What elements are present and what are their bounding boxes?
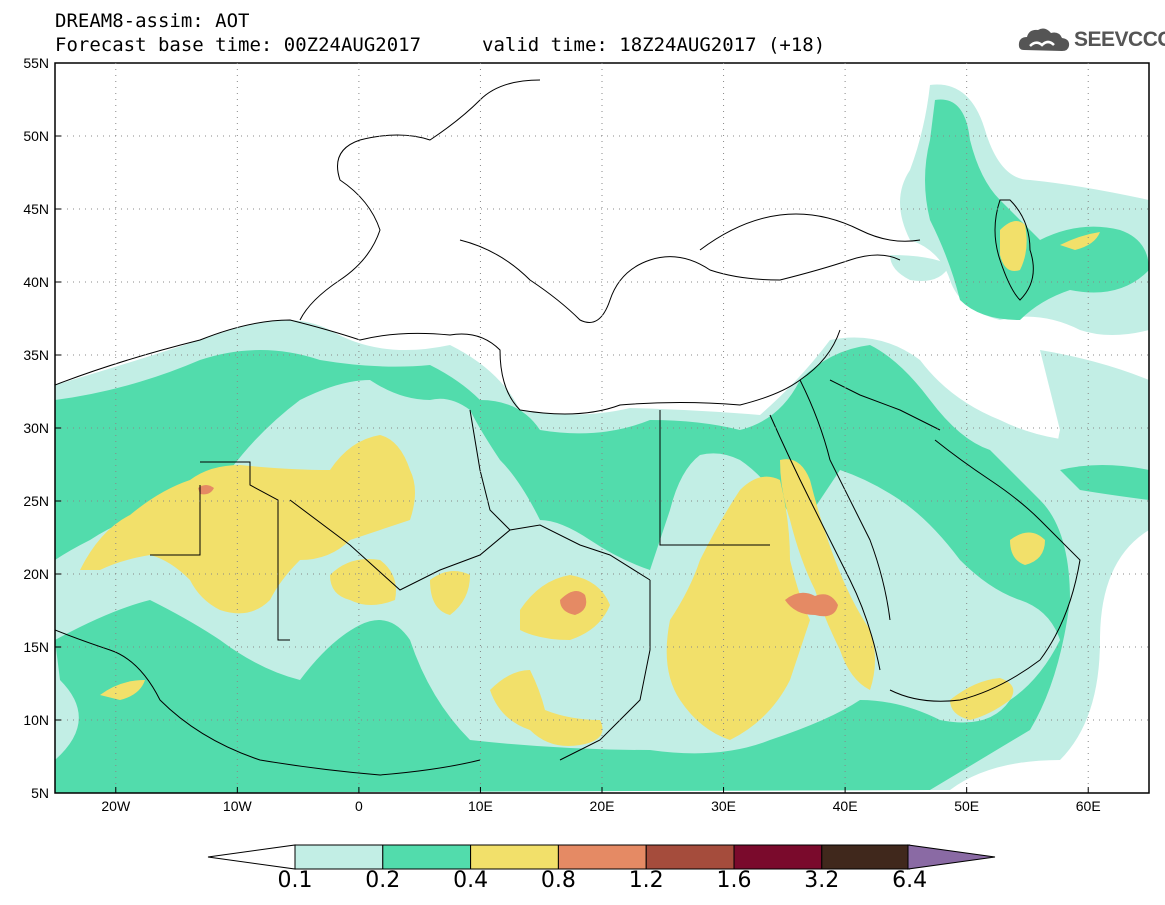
aot-band-0.4-cameroon xyxy=(490,670,603,746)
aot-band-0.4-senegal xyxy=(100,680,145,700)
west-africa-coast xyxy=(55,629,481,776)
lon-label: 10W xyxy=(223,798,253,814)
aot-band-0.4-aral xyxy=(1060,232,1100,250)
red-sea-west xyxy=(769,414,881,671)
sahel-border xyxy=(289,499,651,591)
egypt-border xyxy=(659,410,770,546)
aot-band-0.4-sudan xyxy=(666,476,810,740)
lat-label: 30N xyxy=(23,420,49,436)
mauritania-border xyxy=(150,485,201,556)
aot-field xyxy=(55,84,1149,793)
aot-band-0.4-sahara-west xyxy=(80,435,415,614)
red-sea-east xyxy=(799,379,891,621)
lat-label: 20N xyxy=(23,566,49,582)
latitude-labels: 55N 50N 45N 40N 35N 30N 25N 20N 15N 10N 5N xyxy=(23,55,49,801)
western-sahara-border xyxy=(200,461,290,641)
lat-label: 55N xyxy=(23,55,49,71)
caspian-sea xyxy=(994,199,1034,301)
colorbar-label: 3.2 xyxy=(804,868,840,893)
lon-label: 30E xyxy=(711,798,736,814)
lat-label: 40N xyxy=(23,274,49,290)
colorbar-label: 0.2 xyxy=(365,868,401,893)
aot-band-0.8-sahara xyxy=(198,485,214,495)
colorbar-swatch xyxy=(382,844,472,870)
colorbar-label: 0.1 xyxy=(277,868,313,893)
longitude-labels: 20W 10W 0 10E 20E 30E 40E 50E 60E xyxy=(101,798,1100,814)
colorbar-label: 1.6 xyxy=(716,868,752,893)
aot-band-0.4-niger xyxy=(430,571,470,615)
lon-label: 60E xyxy=(1076,798,1101,814)
colorbar-over-arrow xyxy=(907,844,996,870)
aot-band-0.2-iran xyxy=(1060,465,1149,500)
lon-label: 0 xyxy=(355,798,363,814)
black-sea-coast xyxy=(699,213,921,251)
aot-band-0.1-east xyxy=(1040,350,1149,500)
colorbar-label: 1.2 xyxy=(628,868,664,893)
lat-label: 50N xyxy=(23,128,49,144)
colorbar-swatch xyxy=(294,844,384,870)
coastlines xyxy=(55,79,1081,776)
lon-label: 10E xyxy=(468,798,493,814)
colorbar-swatch xyxy=(470,844,559,870)
aot-band-0.4-yemen xyxy=(950,678,1014,720)
colorbar xyxy=(207,844,996,870)
aot-band-0.2 xyxy=(55,345,1070,793)
valid-time: valid time: 18Z24AUG2017 (+18) xyxy=(482,34,826,56)
colorbar-swatch xyxy=(733,844,823,870)
logo-text: SEEVCCC xyxy=(1074,28,1165,51)
lon-label: 20W xyxy=(101,798,131,814)
aot-band-0.4-red-sea xyxy=(780,459,875,690)
lat-label: 15N xyxy=(23,639,49,655)
arabia-coast xyxy=(889,439,1081,702)
colorbar-label: 0.4 xyxy=(453,868,489,893)
aot-band-0.4-caspian xyxy=(1000,221,1027,271)
algeria-libya-border xyxy=(469,409,511,531)
aot-band-0.4-oman xyxy=(1010,532,1045,565)
aot-band-0.8-sudan xyxy=(785,592,838,617)
chad-border xyxy=(559,580,651,761)
iberia-coast xyxy=(299,79,541,321)
lat-label: 45N xyxy=(23,201,49,217)
axis-ticks xyxy=(55,62,1089,794)
base-time: Forecast base time: 00Z24AUG2017 xyxy=(55,34,422,56)
aot-band-0.2-caspian xyxy=(925,99,1149,320)
southern-europe-coast xyxy=(459,239,901,323)
colorbar-label: 6.4 xyxy=(892,868,928,893)
colorbar-swatch xyxy=(821,844,911,870)
aot-band-0.1-gulf xyxy=(890,255,950,281)
product-title: DREAM8-assim: AOT xyxy=(55,10,250,32)
lon-label: 50E xyxy=(954,798,979,814)
lon-label: 20E xyxy=(590,798,615,814)
colorbar-label: 0.8 xyxy=(540,868,576,893)
colorbar-swatch xyxy=(557,844,647,870)
lat-label: 35N xyxy=(23,347,49,363)
lon-label: 40E xyxy=(833,798,858,814)
aot-band-0.8-chad xyxy=(560,591,587,615)
lat-label: 10N xyxy=(23,712,49,728)
graticule xyxy=(55,63,1149,793)
colorbar-swatch xyxy=(645,844,735,870)
colorbar-under-arrow xyxy=(207,844,296,870)
cloud-icon xyxy=(1018,28,1070,51)
lat-label: 5N xyxy=(31,785,49,801)
aot-band-0.4-mauritania xyxy=(330,559,396,605)
seevccc-logo: SEEVCCC xyxy=(1016,24,1165,58)
lat-label: 25N xyxy=(23,493,49,509)
